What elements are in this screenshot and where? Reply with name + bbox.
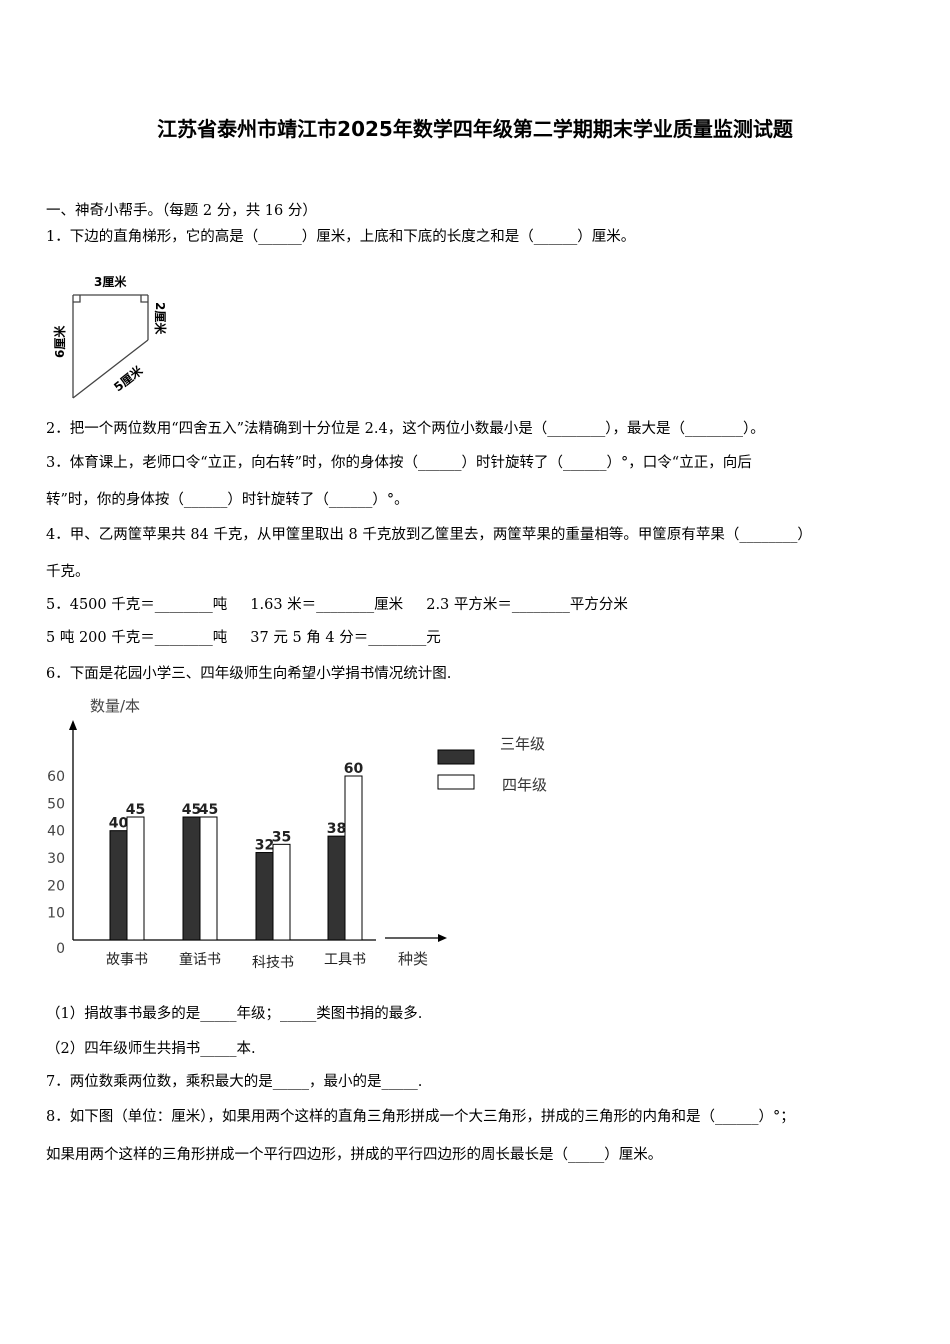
label-top: 3厘米 [94,274,127,289]
data-label: 32 [255,838,274,854]
data-label: 38 [327,821,346,837]
question-6: 6．下面是花园小学三、四年级师生向希望小学捐书情况统计图. [46,666,452,682]
question-6-sub2: （2）四年级师生共捐书_____本. [46,1041,256,1057]
x-axis-arrow-icon [438,934,447,942]
question-3-line2: 转”时，你的身体按（______）时针旋转了（______）°。 [46,492,409,508]
question-4-line1: 4．甲、乙两筐苹果共 84 千克，从甲筐里取出 8 千克放到乙筐里去，两筐苹果的… [46,527,812,543]
legend-label: 四年级 [502,776,547,794]
legend-swatch [437,774,475,790]
right-angle-mark [140,295,148,303]
legend-swatch [437,749,475,765]
y-axis-label: 数量/本 [90,697,140,715]
bar-grade3 [182,816,201,941]
trapezoid-slant-edge [72,339,149,399]
bar-grade4 [344,775,363,941]
bar-grade3 [255,852,274,941]
data-label: 40 [109,816,129,832]
question-8-line1: 8．如下图（单位：厘米），如果用两个这样的直角三角形拼成一个大三角形，拼成的三角… [46,1109,795,1125]
question-5-line2: 5 吨 200 千克＝________吨 37 元 5 角 4 分＝______… [46,630,441,646]
y-tick-label: 60 [47,769,65,785]
y-tick-label: 40 [47,824,65,840]
y-tick-label: 10 [47,906,65,922]
question-4-line2: 千克。 [46,564,90,580]
x-axis-label: 种类 [398,950,428,968]
legend-label: 三年级 [500,735,545,753]
bar-grade4 [199,816,218,941]
bar-grade4 [126,816,145,941]
question-1: 1．下边的直角梯形，它的高是（______）厘米，上底和下底的长度之和是（___… [46,229,636,245]
question-6-sub1: （1）捐故事书最多的是_____年级；_____类图书捐的最多. [46,1006,423,1022]
trapezoid-figure: 3厘米 6厘米 2厘米 5厘米 [52,274,168,399]
question-5-line1: 5．4500 千克＝________吨 1.63 米＝________厘米 2.… [46,597,628,613]
data-label: 35 [272,829,291,845]
data-label: 45 [199,802,218,818]
x-category-label: 工具书 [324,952,366,968]
data-label: 45 [182,802,201,818]
question-3-line1: 3．体育课上，老师口令“立正，向右转”时，你的身体按（______）时针旋转了（… [46,455,752,471]
x-category-label: 科技书 [252,955,294,971]
page-title: 江苏省泰州市靖江市2025年数学四年级第二学期期末学业质量监测试题 [157,117,793,141]
section-heading: 一、神奇小帮手。（每题 2 分，共 16 分） [46,203,317,219]
label-left: 6厘米 [52,325,67,358]
y-tick-label: 30 [47,851,65,867]
question-8-line2: 如果用两个这样的三角形拼成一个平行四边形，拼成的平行四边形的周长最长是（____… [46,1147,663,1163]
data-label: 45 [126,802,145,818]
y-tick-label: 50 [47,796,65,812]
label-slant: 5厘米 [111,362,147,394]
bar-grade3 [327,835,346,941]
y-tick-label: 20 [47,878,65,894]
right-angle-mark [73,295,81,303]
question-2: 2．把一个两位数用“四舍五入”法精确到十分位是 2.4，这个两位小数最小是（__… [46,421,765,437]
x-category-label: 故事书 [106,952,148,968]
label-right: 2厘米 [153,302,168,335]
y-axis-arrow-icon [69,720,77,730]
y-tick-label: 0 [56,941,65,957]
data-label: 60 [344,761,364,777]
x-category-label: 童话书 [179,951,221,968]
bar-grade4 [272,843,291,941]
question-7: 7．两位数乘两位数，乘积最大的是_____，最小的是_____. [46,1074,423,1090]
bar-grade3 [109,830,128,941]
